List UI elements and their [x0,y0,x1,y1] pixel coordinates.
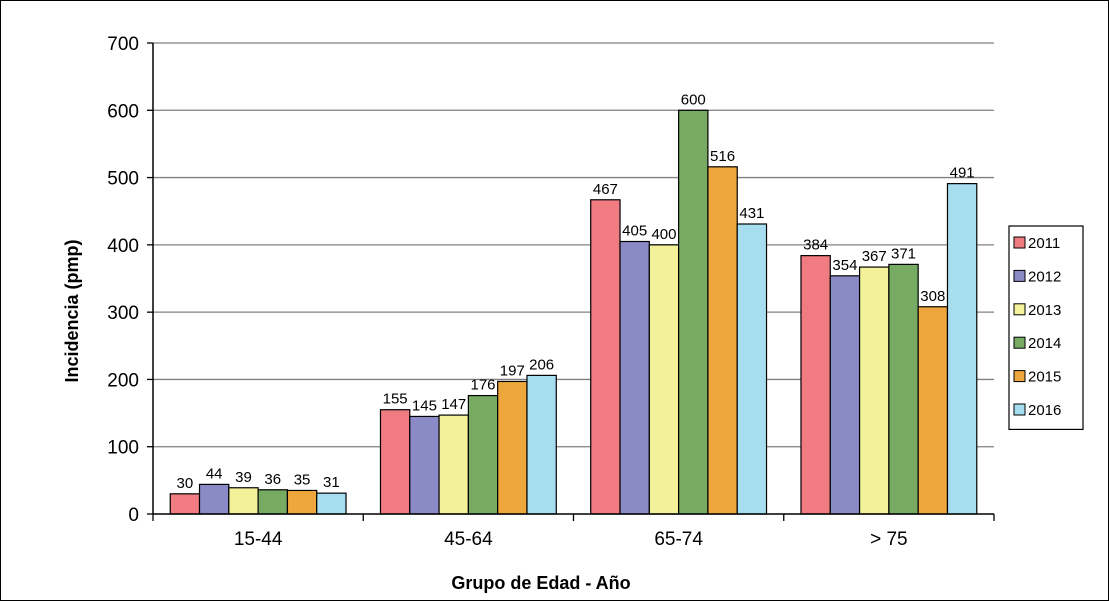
bar-2016-6574 [736,223,768,515]
legend-swatch-2011 [1013,236,1026,249]
axes: 0 100 200 300 400 500 600 700 15-44 45-64 65-74 > 7… [107,34,995,550]
data-label: 491 [950,165,975,182]
bar-2014-6574 [678,109,709,515]
y-tick-label: 0 [128,505,139,526]
bar-2016-4564 [526,374,557,515]
bar-2012-4564 [409,415,440,515]
bar-2011-6574 [590,199,621,515]
y-tick-label: 700 [107,34,139,55]
data-label: 30 [177,475,194,492]
data-label: 354 [832,257,857,274]
bar-2014-4564 [467,394,499,515]
y-tick-label: 600 [107,101,139,122]
legend-swatch-2012 [1013,269,1026,282]
y-tick-label: 100 [107,438,139,459]
bar-2013-75 [858,266,890,515]
data-label: 44 [206,465,223,482]
bar-2011-1544 [169,493,201,515]
bar-2011-75 [800,255,831,515]
data-label: 39 [235,469,252,486]
bar-2013-1544 [228,487,259,515]
legend-label-2015: 2015 [1028,369,1061,386]
x-axis-title: Grupo de Edad - Año [451,573,630,593]
data-label: 400 [651,226,676,243]
data-label: 147 [441,396,466,413]
data-label: 176 [471,377,496,394]
legend-label-2011: 2011 [1028,235,1060,252]
y-axis-title: Incidencia (pmp) [62,239,82,382]
legend-swatch-2016 [1013,403,1026,416]
data-label: 36 [264,471,281,488]
data-label: 35 [294,471,311,488]
data-label: 367 [862,248,887,265]
legend-box [1008,225,1084,430]
legend-swatch-2013 [1013,303,1026,316]
data-label: 206 [529,356,554,373]
legend-label-2013: 2013 [1028,302,1061,319]
data-label: 405 [622,222,647,239]
legend-label-2016: 2016 [1028,402,1061,419]
data-label: 31 [323,474,340,491]
bar-2016-1544 [316,492,347,515]
data-label: 145 [412,397,437,414]
y-tick-label: 200 [107,370,139,391]
y-tick-label: 500 [107,169,139,190]
legend-label-2012: 2012 [1028,268,1061,285]
legend: 2011 2012 2013 2014 2015 2016 [1008,225,1084,430]
legend-label-2014: 2014 [1028,335,1061,352]
bar-2014-1544 [257,489,289,515]
bar-2013-4564 [438,414,469,515]
data-label: 371 [891,245,916,262]
bar-2014-75 [888,263,919,515]
bar-2016-75 [946,183,978,515]
x-tick-label: 15-44 [234,529,283,550]
x-tick-label: > 75 [870,529,908,550]
x-tick-label: 45-64 [444,529,493,550]
data-label: 308 [920,288,945,305]
y-tick-label: 400 [107,236,139,257]
bar-2015-4564 [497,380,528,515]
data-label: 431 [739,205,764,222]
bar-2012-75 [829,275,861,515]
data-label: 600 [681,91,706,108]
data-label: 467 [593,181,618,198]
bar-2015-6574 [707,166,738,515]
bar-2015-1544 [286,489,318,515]
data-label: 155 [383,391,408,408]
bar-2015-75 [917,306,949,515]
legend-swatch-2014 [1013,336,1026,349]
x-tick-label: 65-74 [654,529,703,550]
bar-2012-6574 [619,240,650,515]
bar-2012-1544 [198,483,230,515]
data-label: 384 [803,237,828,254]
legend-swatch-2015 [1013,370,1026,383]
bar-2011-4564 [379,409,411,515]
y-tick-label: 300 [107,303,139,324]
bar-2013-6574 [648,244,680,515]
bars [169,109,978,515]
data-label: 516 [710,148,735,165]
data-label: 197 [500,362,525,379]
